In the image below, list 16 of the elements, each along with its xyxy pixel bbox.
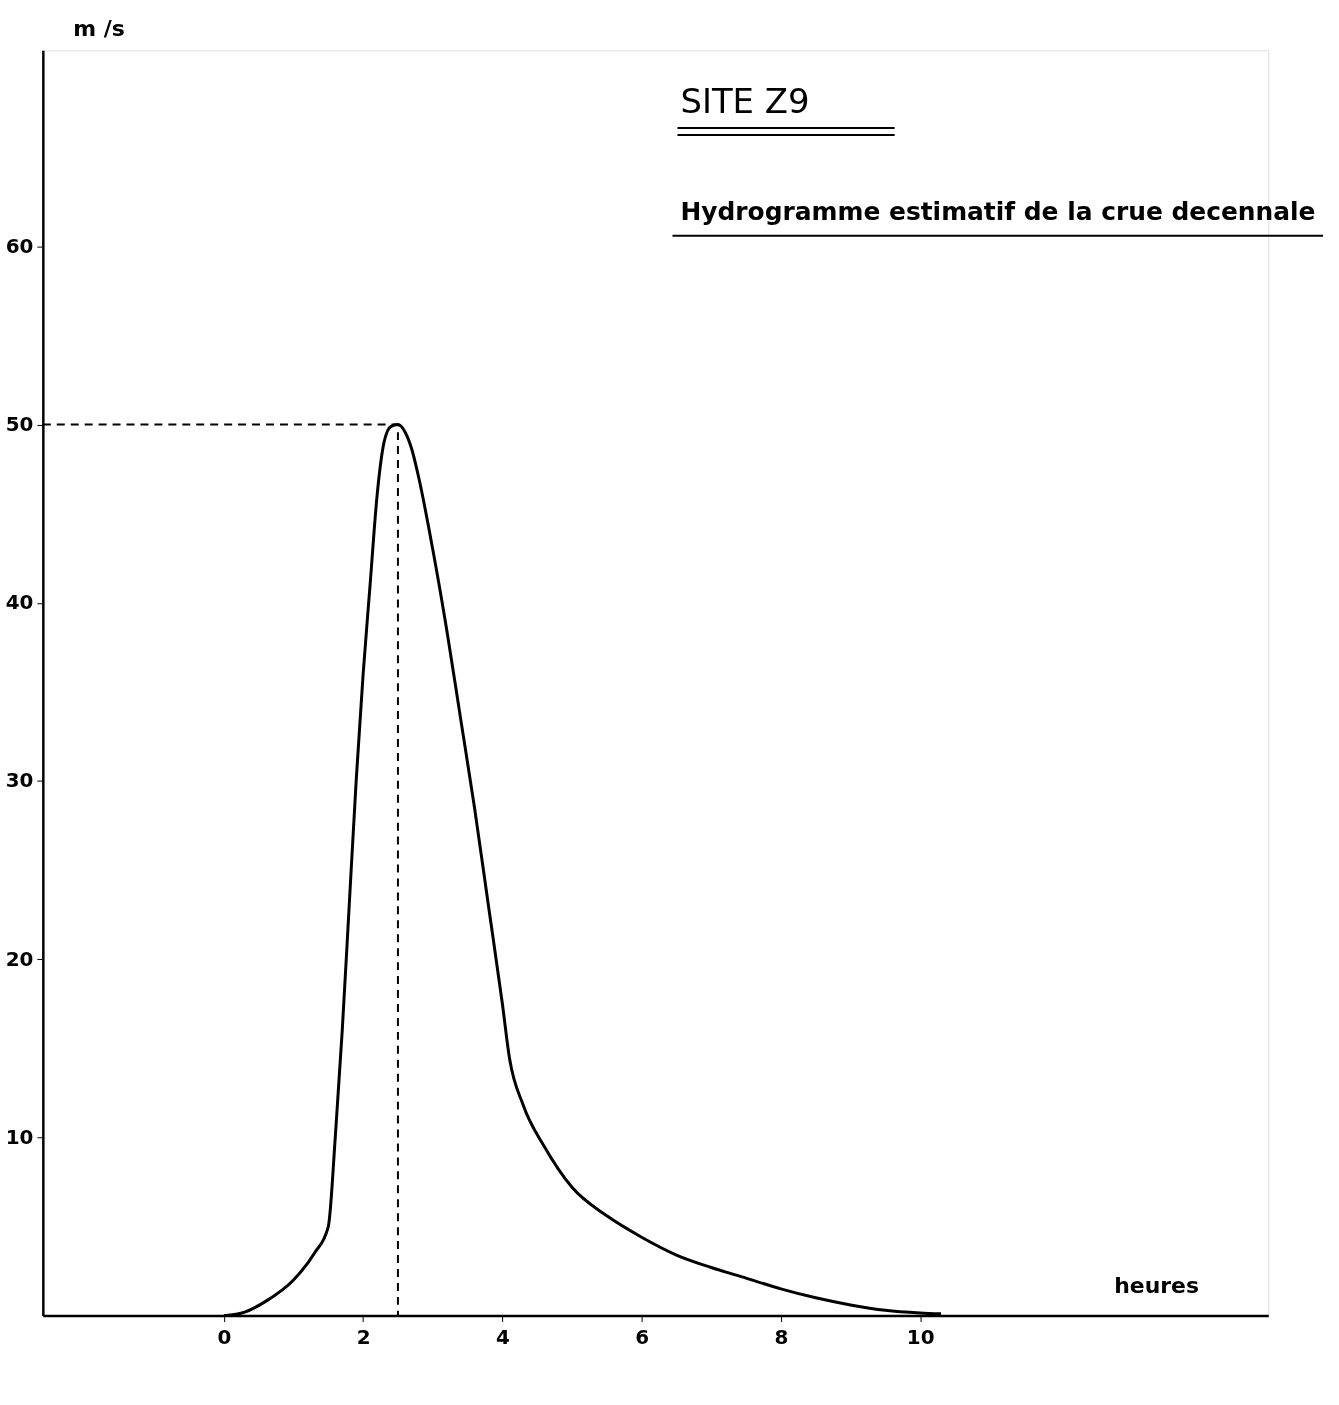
x-tick-label: 4	[495, 1326, 510, 1350]
y-tick-label: 60	[5, 234, 34, 258]
x-tick-label: 0	[217, 1326, 232, 1350]
y-axis-title: m /s	[73, 15, 125, 41]
x-tick-label: 10	[906, 1326, 935, 1350]
x-axis-title: heures	[1114, 1273, 1200, 1299]
y-tick-label: 30	[5, 769, 34, 793]
x-tick-label: 2	[356, 1326, 371, 1350]
x-tick-label: 6	[635, 1326, 650, 1350]
y-tick-label: 40	[5, 591, 34, 615]
text: Hydrogramme estimatif de la crue decennale	[680, 196, 1316, 226]
x-tick-label: 8	[774, 1326, 789, 1350]
text: SITE Z9	[680, 82, 810, 122]
y-tick-label: 50	[5, 413, 34, 437]
y-tick-label: 20	[5, 947, 34, 971]
y-tick-label: 10	[5, 1125, 34, 1149]
